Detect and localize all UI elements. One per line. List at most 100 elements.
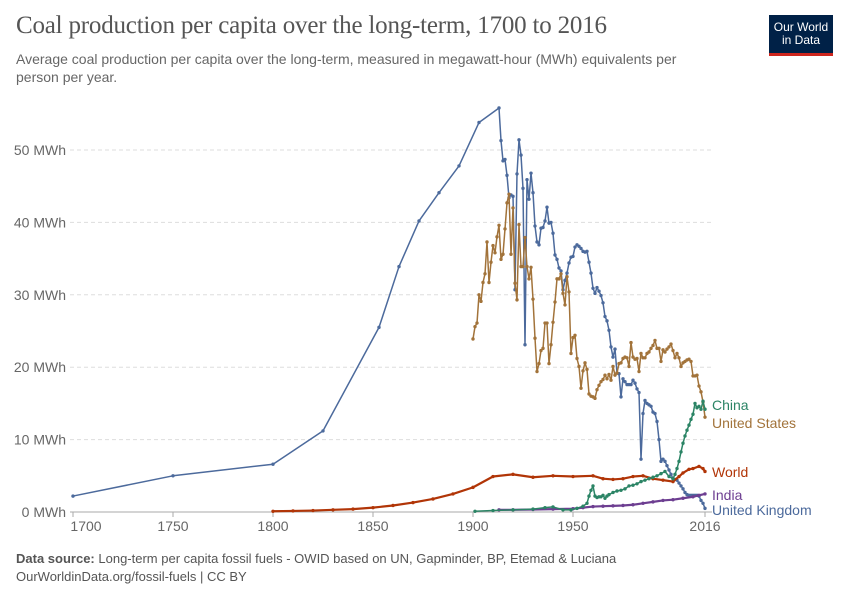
- data-point-china: [591, 484, 595, 488]
- data-point-china: [675, 466, 679, 471]
- data-point-united-kingdom: [623, 379, 627, 384]
- data-point-united-kingdom: [553, 253, 557, 257]
- data-point-united-states: [541, 346, 545, 351]
- data-point-united-kingdom: [643, 398, 647, 403]
- data-point-united-kingdom: [571, 254, 575, 259]
- data-point-united-kingdom: [529, 171, 533, 175]
- data-point-united-kingdom: [667, 468, 671, 472]
- data-point-world: [687, 467, 691, 471]
- data-point-united-states: [675, 351, 679, 356]
- data-point-united-kingdom: [437, 191, 441, 195]
- data-point-united-kingdom: [681, 487, 685, 491]
- data-point-world: [391, 503, 395, 508]
- data-point-united-kingdom: [541, 225, 545, 230]
- data-point-united-kingdom: [505, 173, 509, 178]
- data-point-united-kingdom: [499, 138, 503, 143]
- data-point-world: [411, 500, 415, 505]
- data-point-united-states: [695, 373, 699, 377]
- data-point-united-states: [499, 257, 503, 262]
- data-point-united-states: [671, 348, 675, 353]
- series-label-india: India: [712, 487, 743, 503]
- data-point-united-states: [677, 356, 681, 360]
- owid-logo[interactable]: Our World in Data: [769, 15, 833, 56]
- data-point-world: [571, 474, 575, 479]
- data-point-united-states: [699, 390, 703, 394]
- data-point-united-kingdom: [321, 429, 325, 433]
- data-point-world: [691, 466, 695, 471]
- data-point-united-states: [559, 272, 563, 276]
- data-point-united-kingdom: [701, 501, 705, 506]
- data-point-united-kingdom: [699, 498, 703, 503]
- data-point-united-kingdom: [607, 328, 611, 332]
- data-point-world: [271, 509, 275, 513]
- data-point-world: [291, 509, 295, 513]
- data-point-united-kingdom: [557, 266, 561, 270]
- data-point-united-states: [599, 379, 603, 384]
- data-point-united-kingdom: [609, 345, 613, 349]
- data-point-china: [575, 506, 579, 511]
- data-point-world: [371, 505, 375, 510]
- data-point-united-states: [659, 359, 663, 364]
- data-point-united-states: [697, 384, 701, 388]
- data-point-united-states: [557, 277, 561, 281]
- data-point-united-kingdom: [637, 390, 641, 395]
- data-point-world: [611, 477, 615, 482]
- data-point-china: [603, 496, 607, 500]
- data-point-india: [703, 492, 707, 496]
- data-point-united-kingdom: [71, 494, 75, 498]
- data-point-world: [697, 464, 701, 469]
- data-point-united-states: [689, 359, 693, 364]
- data-point-united-states: [635, 356, 639, 361]
- data-point-china: [589, 488, 593, 492]
- data-point-india: [661, 498, 665, 503]
- data-point-united-states: [609, 378, 613, 382]
- data-point-united-kingdom: [567, 261, 571, 265]
- data-point-united-kingdom: [603, 314, 607, 319]
- data-point-united-kingdom: [657, 437, 661, 442]
- data-point-united-kingdom: [523, 343, 527, 347]
- data-point-united-states: [569, 351, 573, 356]
- data-point-united-states: [485, 240, 489, 244]
- data-point-united-states: [533, 336, 537, 340]
- data-point-united-kingdom: [517, 138, 521, 142]
- x-tick-label: 1900: [457, 518, 488, 534]
- data-point-united-kingdom: [527, 197, 531, 201]
- data-point-united-states: [665, 347, 669, 351]
- data-point-china: [673, 472, 677, 477]
- data-point-united-kingdom: [545, 205, 549, 209]
- data-point-china: [623, 487, 627, 491]
- data-point-united-states: [475, 321, 479, 325]
- source-url-line[interactable]: OurWorldinData.org/fossil-fuels | CC BY: [16, 569, 247, 584]
- y-tick-label: 10 MWh: [14, 432, 66, 448]
- data-point-china: [581, 504, 585, 508]
- data-point-china: [585, 501, 589, 506]
- data-point-china: [689, 417, 693, 422]
- x-tick-label: 1750: [157, 518, 188, 534]
- data-point-world: [703, 469, 707, 474]
- data-point-united-kingdom: [661, 457, 665, 461]
- data-point-united-kingdom: [585, 249, 589, 254]
- data-point-united-states: [581, 369, 585, 373]
- data-point-united-states: [679, 364, 683, 369]
- data-point-united-kingdom: [515, 172, 519, 176]
- data-point-united-states: [597, 383, 601, 387]
- data-point-united-kingdom: [611, 355, 615, 359]
- data-point-united-states: [579, 386, 583, 390]
- data-point-india: [621, 503, 625, 508]
- data-point-united-states: [653, 338, 657, 343]
- data-point-world: [511, 472, 515, 477]
- data-point-india: [591, 504, 595, 509]
- data-point-china: [531, 507, 535, 511]
- y-tick-label: 40 MWh: [14, 214, 66, 230]
- data-point-united-states: [649, 346, 653, 351]
- data-point-world: [471, 485, 475, 490]
- data-point-china: [611, 490, 615, 495]
- data-point-united-states: [661, 348, 665, 352]
- data-point-china: [511, 508, 515, 512]
- data-point-india: [651, 500, 655, 504]
- data-point-united-kingdom: [503, 157, 507, 162]
- data-point-united-kingdom: [653, 411, 657, 416]
- data-point-united-states: [643, 356, 647, 360]
- data-point-united-states: [489, 260, 493, 264]
- data-point-united-kingdom: [563, 278, 567, 283]
